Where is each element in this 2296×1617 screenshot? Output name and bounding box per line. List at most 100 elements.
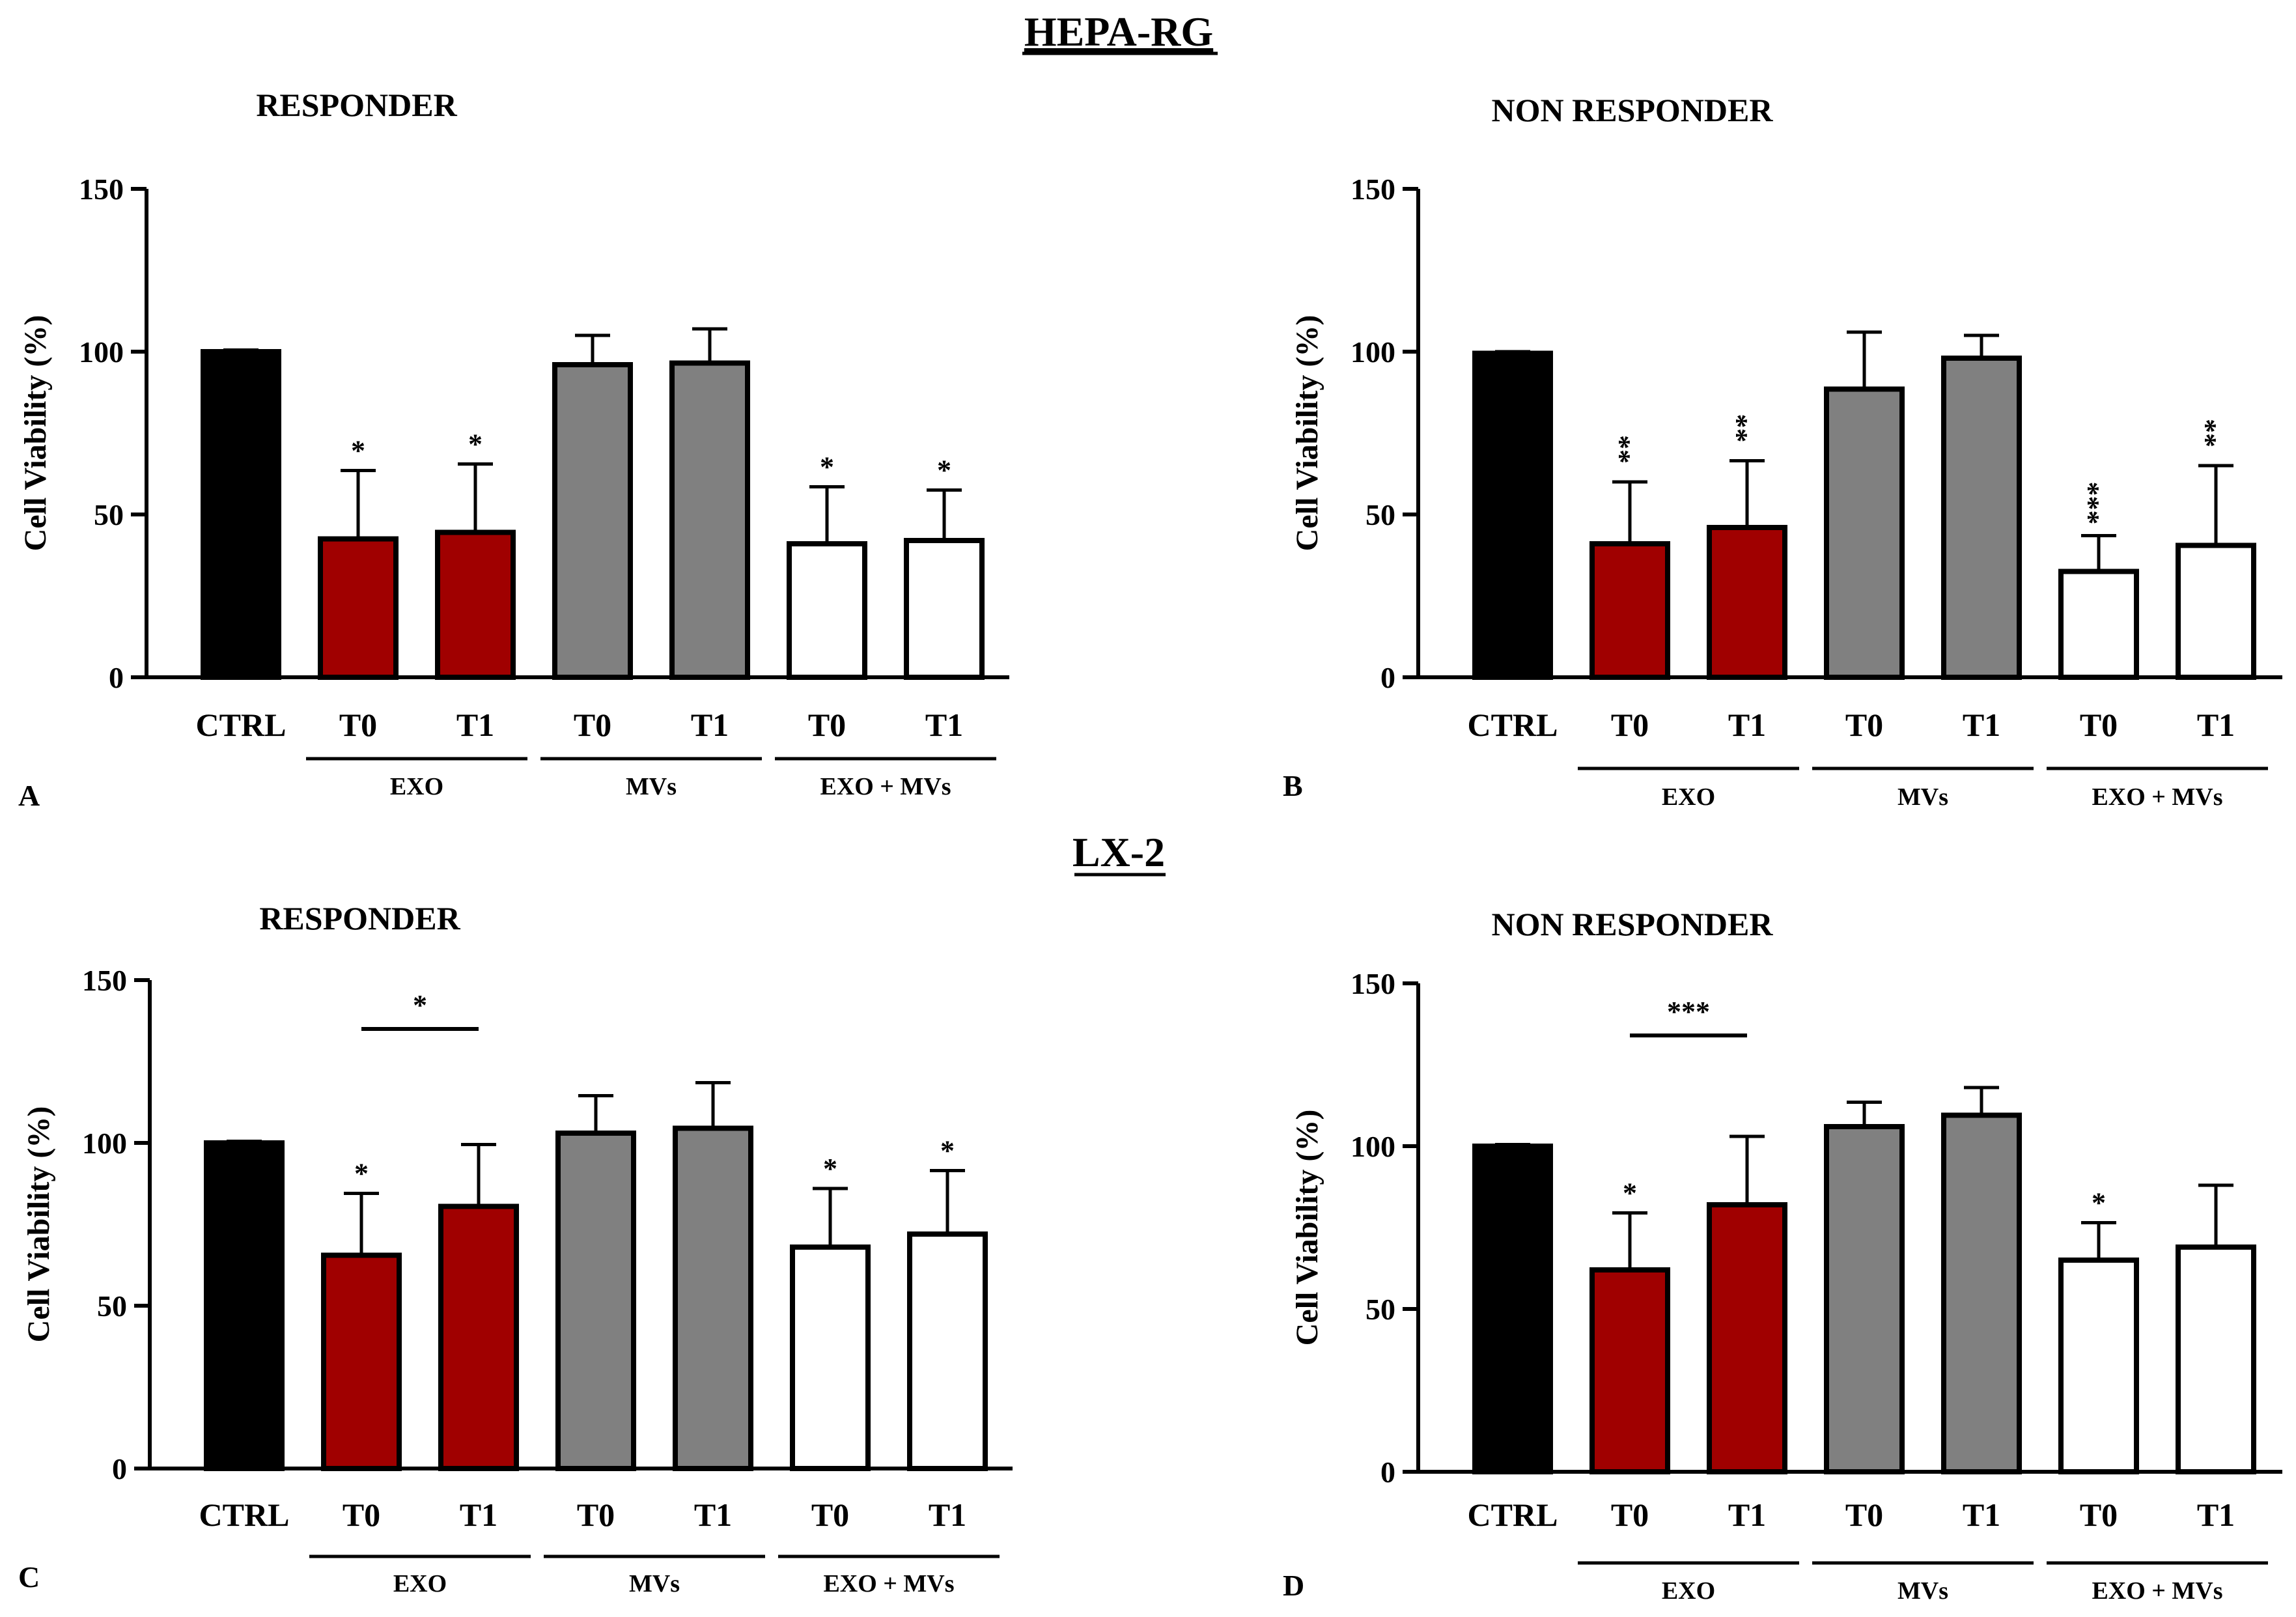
y-tick-label: 150 <box>79 173 124 206</box>
y-tick-label: 100 <box>79 335 124 369</box>
bar-exo-t1 <box>435 529 516 680</box>
category-label-t1: T1 <box>691 707 729 743</box>
category-label-t0: T0 <box>1845 707 1883 743</box>
bar-exo-t0 <box>318 536 399 680</box>
y-tick-label: 50 <box>94 498 124 531</box>
panel-label-a: A <box>18 779 40 812</box>
group-label: MVs <box>1897 783 1948 811</box>
group-label: MVs <box>626 773 677 800</box>
y-tick-label: 150 <box>82 964 127 997</box>
significance-star: * <box>354 1158 369 1190</box>
bar-mvs-t1 <box>1941 1112 2022 1474</box>
group-label: EXO <box>393 1570 447 1597</box>
bar-mvs-t1 <box>1941 356 2022 680</box>
category-label-t1: T1 <box>2197 1497 2235 1533</box>
category-label-ctrl: CTRL <box>1468 707 1558 743</box>
bar-ctrl-ctrl <box>201 349 281 680</box>
group-label: EXO <box>1662 783 1715 811</box>
panel-label-b: B <box>1283 769 1303 802</box>
bar-exo-t1 <box>1707 525 1787 680</box>
y-tick-label: 150 <box>1351 173 1395 206</box>
bar-exo-mvs-t1 <box>907 1231 988 1471</box>
category-label-t0: T0 <box>1845 1497 1883 1533</box>
category-label-t0: T0 <box>577 1497 615 1533</box>
chart-panel-a: RESPONDER 0 50 100 150 Cell Viability (%) CTRL… <box>18 87 1009 812</box>
chart-title: NON RESPONDER <box>1492 92 1774 128</box>
bar-exo-mvs-t0 <box>2058 1258 2139 1474</box>
bar-ctrl-ctrl <box>1472 1144 1553 1474</box>
category-label-t1: T1 <box>456 707 494 743</box>
significance-star: ** <box>1729 414 1761 443</box>
category-label-t1: T1 <box>2197 707 2235 743</box>
category-label-ctrl: CTRL <box>199 1497 290 1533</box>
chart-panel-c: RESPONDER 0 50 100 150 Cell Viability (%) CTRL… <box>18 900 1013 1597</box>
y-tick-label: 0 <box>1380 1455 1395 1489</box>
bar-exo-t0 <box>1589 1267 1670 1474</box>
bar-mvs-t1 <box>673 1125 753 1471</box>
y-tick-label: 150 <box>1351 967 1395 1000</box>
significance-star: * <box>2092 1187 2106 1219</box>
group-label: MVs <box>629 1570 680 1597</box>
chart-panel-d: NON RESPONDER 0 50 100 150 Cell Viability (%)… <box>1283 906 2282 1605</box>
y-axis-label: Cell Viability (%) <box>21 1106 56 1343</box>
category-label-t0: T0 <box>574 707 611 743</box>
category-label-t1: T1 <box>1963 707 2000 743</box>
group-label: EXO + MVs <box>823 1570 954 1597</box>
significance-star: * <box>823 1153 837 1185</box>
bar-mvs-t1 <box>669 360 750 680</box>
category-label-t0: T0 <box>339 707 377 743</box>
y-axis-label: Cell Viability (%) <box>1290 1110 1324 1346</box>
y-tick-label: 50 <box>1365 1293 1395 1326</box>
category-label-t0: T0 <box>811 1497 849 1533</box>
y-tick-label: 0 <box>112 1452 127 1485</box>
chart-title: NON RESPONDER <box>1492 906 1774 942</box>
section-title-hepa-rg: HEPA-RG <box>1024 8 1213 55</box>
bar-exo-mvs-t1 <box>904 538 985 680</box>
category-label-t1: T1 <box>1963 1497 2000 1533</box>
y-axis-label: Cell Viability (%) <box>18 315 53 552</box>
significance-star: ** <box>1612 435 1644 464</box>
category-label-t0: T0 <box>2080 1497 2118 1533</box>
y-tick-label: 50 <box>97 1289 127 1323</box>
significance-star: * <box>820 451 834 483</box>
group-label: EXO + MVs <box>2092 783 2222 811</box>
category-label-t0: T0 <box>2080 707 2118 743</box>
significance-star: * <box>351 435 365 467</box>
bar-exo-t1 <box>438 1203 519 1471</box>
y-tick-label: 0 <box>109 661 124 694</box>
group-label: EXO + MVs <box>2092 1577 2222 1605</box>
comparison-star: * <box>413 989 427 1021</box>
y-axis-label: Cell Viability (%) <box>1290 315 1324 552</box>
bar-ctrl-ctrl <box>1472 350 1553 680</box>
y-tick-label: 100 <box>1351 1130 1395 1163</box>
significance-star: ** <box>2198 419 2230 447</box>
bar-exo-mvs-t0 <box>787 541 867 680</box>
bar-mvs-t0 <box>555 1131 636 1471</box>
bar-mvs-t0 <box>552 362 633 680</box>
category-label-t0: T0 <box>808 707 846 743</box>
category-label-t0: T0 <box>1611 1497 1649 1533</box>
chart-title: RESPONDER <box>256 87 457 123</box>
category-label-ctrl: CTRL <box>1468 1497 1558 1533</box>
y-tick-label: 50 <box>1365 498 1395 531</box>
group-label: EXO <box>1662 1577 1715 1605</box>
y-tick-label: 100 <box>82 1127 127 1160</box>
significance-star: * <box>937 455 951 486</box>
comparison-star: *** <box>1667 996 1710 1028</box>
group-label: MVs <box>1897 1577 1948 1605</box>
group-label: EXO + MVs <box>820 773 951 800</box>
y-tick-label: 100 <box>1351 335 1395 369</box>
bar-exo-mvs-t0 <box>790 1244 871 1471</box>
chart-title: RESPONDER <box>259 900 460 936</box>
category-label-t1: T1 <box>929 1497 966 1533</box>
category-label-t1: T1 <box>1728 707 1766 743</box>
category-label-t1: T1 <box>460 1497 497 1533</box>
significance-star: * <box>468 429 483 460</box>
bar-exo-t0 <box>1589 541 1670 680</box>
panel-label-c: C <box>18 1560 40 1594</box>
significance-star: * <box>940 1135 955 1167</box>
y-tick-label: 0 <box>1380 661 1395 694</box>
bar-exo-mvs-t1 <box>2176 542 2256 680</box>
significance-star: * <box>1623 1177 1637 1209</box>
